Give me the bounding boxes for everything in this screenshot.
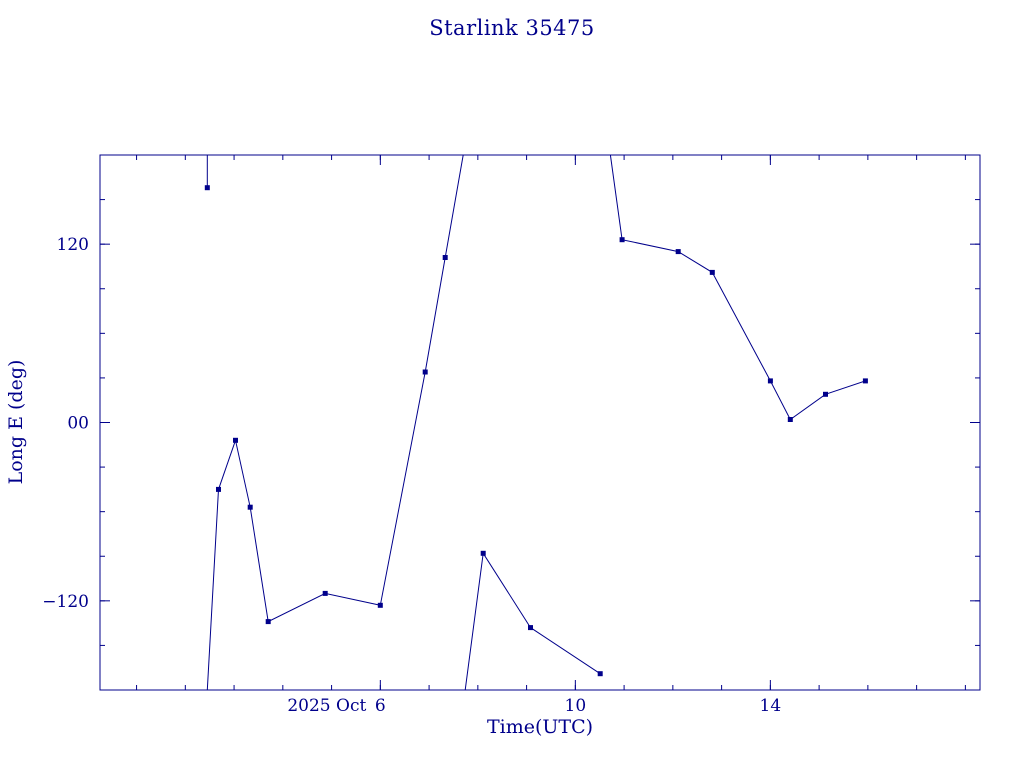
y-tick-label: 00 bbox=[67, 414, 89, 434]
track-segment bbox=[206, 155, 464, 690]
data-point-marker bbox=[619, 237, 625, 243]
data-point-marker bbox=[442, 255, 448, 260]
data-point-marker bbox=[247, 504, 253, 510]
data-point-marker bbox=[480, 550, 486, 556]
x-tick-prefix-label: 2025 Oct bbox=[287, 696, 366, 716]
data-point-marker bbox=[823, 391, 828, 397]
data-point-marker bbox=[204, 185, 210, 191]
data-point-marker bbox=[767, 378, 773, 384]
x-tick-label: 10 bbox=[565, 696, 587, 716]
y-tick-label: 120 bbox=[57, 235, 89, 255]
x-tick-label: 6 bbox=[375, 696, 386, 716]
data-point-marker bbox=[216, 486, 221, 492]
plot-frame bbox=[99, 154, 981, 691]
track-segment bbox=[609, 155, 866, 421]
data-point-marker bbox=[709, 269, 715, 275]
data-point-marker bbox=[422, 369, 428, 375]
track-segment bbox=[464, 551, 601, 690]
data-point-marker bbox=[862, 378, 868, 384]
data-point-marker bbox=[377, 602, 383, 608]
data-point-marker bbox=[787, 417, 793, 422]
data-point-marker bbox=[528, 625, 533, 631]
data-point-marker bbox=[233, 437, 238, 443]
data-point-marker bbox=[322, 590, 328, 596]
data-series-group bbox=[204, 155, 868, 690]
y-tick-label: −120 bbox=[42, 592, 89, 612]
x-tick-label: 14 bbox=[760, 696, 782, 716]
x-axis-label: Time(UTC) bbox=[486, 716, 594, 738]
data-point-marker bbox=[675, 249, 681, 255]
chart-title: Starlink 35475 bbox=[429, 16, 595, 40]
data-point-marker bbox=[265, 619, 271, 625]
data-point-marker bbox=[597, 671, 603, 677]
